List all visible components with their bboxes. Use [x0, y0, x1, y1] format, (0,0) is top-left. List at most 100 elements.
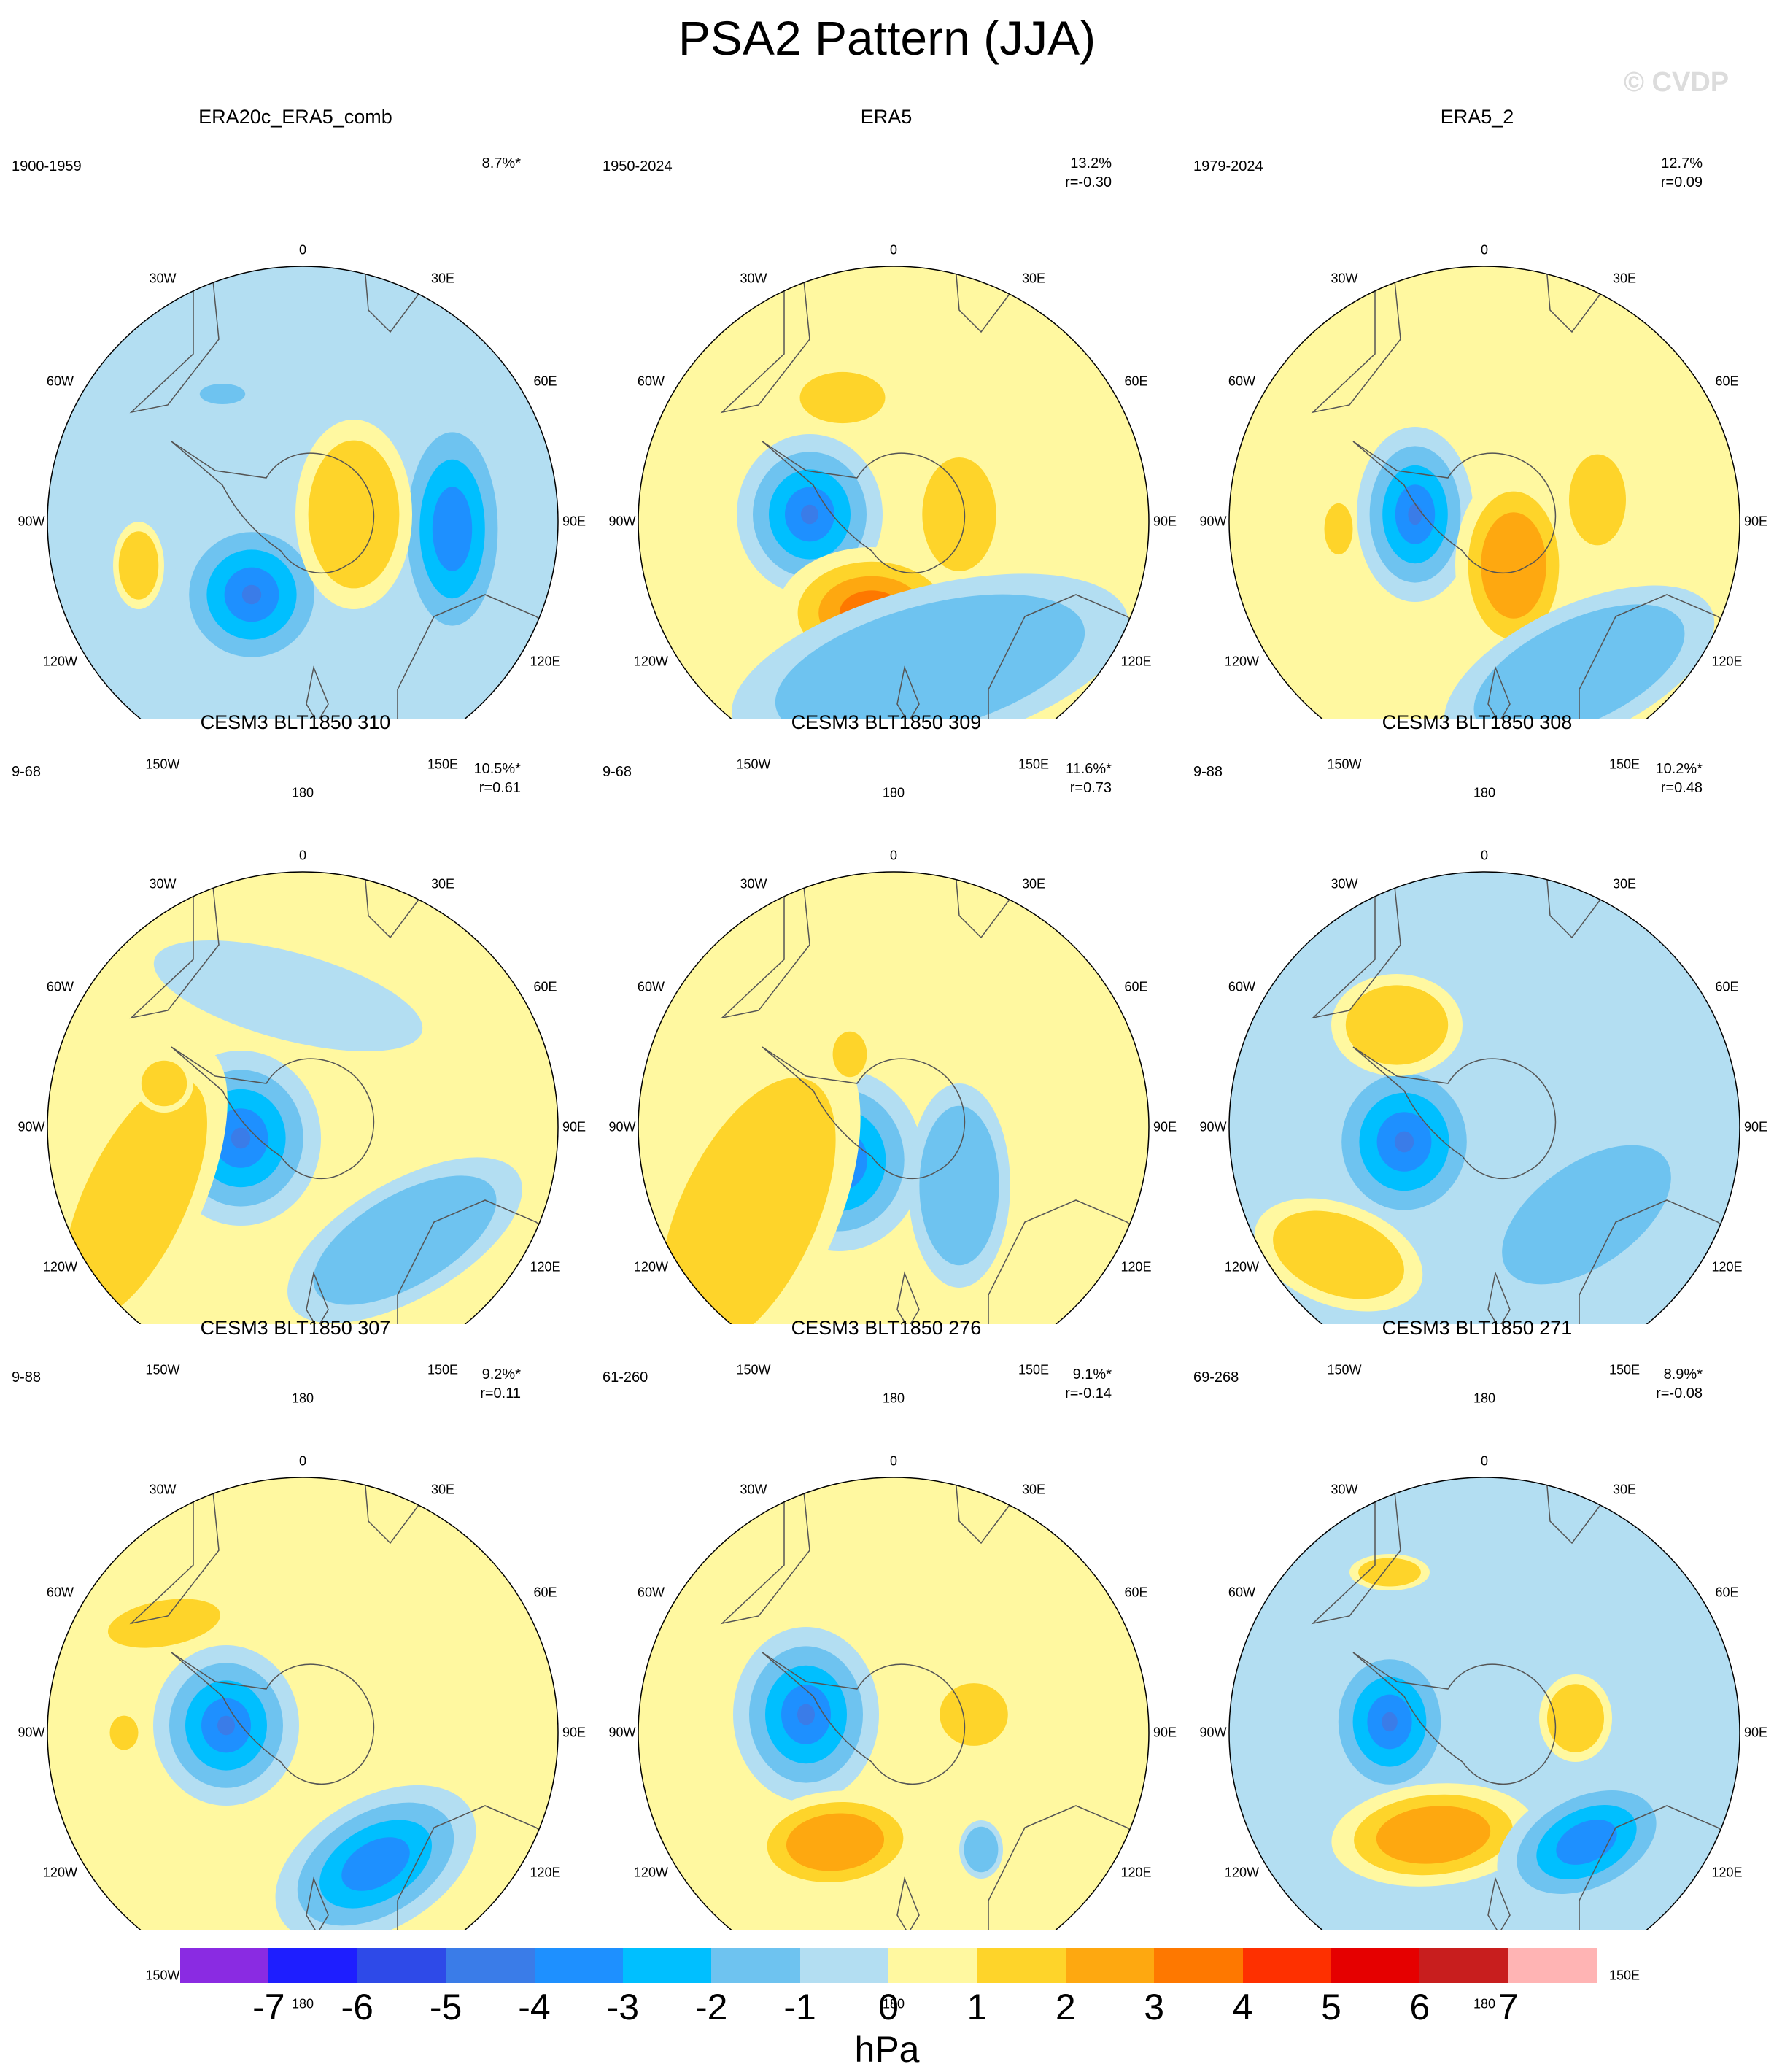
- new-zealand-coastline: [896, 1876, 920, 1930]
- map-panel: CESM3 BLT1850 307 9-88 9.2%* r=0.11 0 30E 60E 9…: [0, 1317, 591, 2011]
- panel-variance-pct: 9.1%*: [1072, 1366, 1112, 1383]
- colorbar-swatch: [622, 1948, 712, 1983]
- new-zealand-coastline: [306, 665, 329, 719]
- panel-variance-pct: 10.5%*: [473, 761, 522, 777]
- antarctica-coastline: [762, 441, 966, 574]
- longitude-label: 0: [298, 242, 307, 258]
- colorbar-swatch: [268, 1948, 357, 1983]
- south-america-coastline: [720, 1477, 810, 1625]
- longitude-label: 150W: [1327, 757, 1362, 772]
- longitude-label: 60E: [1124, 979, 1148, 994]
- longitude-label: 150E: [1608, 1362, 1641, 1377]
- longitude-label: 60E: [1124, 1585, 1148, 1600]
- negative-anomaly-contour: [801, 504, 818, 525]
- map-boundary: [638, 871, 1150, 1324]
- positive-anomaly-contour: [1547, 1684, 1604, 1752]
- map-boundary: [47, 871, 559, 1324]
- longitude-label: 180: [291, 1996, 314, 2011]
- panel-period: 9-68: [12, 764, 42, 780]
- panel-pattern-correlation: r=-0.14: [1065, 1385, 1112, 1402]
- longitude-label: 120E: [1711, 1259, 1743, 1275]
- longitude-label: 150W: [145, 1362, 180, 1377]
- negative-anomaly-contour: [1382, 1712, 1398, 1732]
- longitude-label: 180: [291, 785, 314, 800]
- positive-anomaly-contour: [308, 440, 400, 589]
- longitude-label: 90W: [1199, 1725, 1227, 1740]
- colorbar-tick-label: -6: [341, 1987, 373, 2027]
- longitude-label: 0: [889, 242, 898, 258]
- longitude-label: 120E: [1120, 654, 1152, 669]
- panel-title: CESM3 BLT1850 276: [791, 1317, 982, 1339]
- negative-anomaly-contour: [1502, 1145, 1671, 1285]
- panel-pattern-correlation: r=0.61: [479, 780, 521, 796]
- longitude-label: 60E: [1715, 374, 1739, 389]
- longitude-label: 90E: [562, 514, 586, 529]
- colorbar-swatch: [1330, 1948, 1420, 1983]
- panel-title: ERA5_2: [1440, 106, 1514, 128]
- map-panel: ERA20c_ERA5_comb 1900-1959 8.7%* 0 30E 60E 90E…: [0, 106, 591, 800]
- map-panel: CESM3 BLT1850 271 69-268 8.9%* r=-0.08 0 30E 6…: [1182, 1317, 1773, 2011]
- longitude-label: 60W: [46, 1585, 74, 1600]
- colorbar-units: hPa: [854, 2029, 920, 2070]
- longitude-label: 180: [1473, 1391, 1496, 1406]
- longitude-label: 30E: [1612, 271, 1637, 286]
- positive-anomaly-contour: [659, 1077, 836, 1324]
- map-panel: CESM3 BLT1850 276 61-260 9.1%* r=-0.14 0 30E 6…: [591, 1317, 1182, 2011]
- longitude-label: 60W: [1228, 979, 1255, 994]
- longitude-label: 0: [298, 848, 307, 863]
- longitude-label: 90E: [562, 1725, 586, 1740]
- longitude-label: 120W: [633, 1865, 668, 1880]
- panel-period: 1979-2024: [1193, 158, 1263, 174]
- longitude-label: 120E: [530, 1259, 561, 1275]
- negative-anomaly-contour: [341, 1837, 410, 1891]
- negative-anomaly-contour: [241, 584, 262, 605]
- antarctica-coastline: [1352, 1652, 1557, 1785]
- longitude-label: 60W: [1228, 374, 1255, 389]
- positive-anomaly-contour: [1273, 1210, 1404, 1299]
- longitude-label: 30E: [430, 876, 455, 892]
- colorbar-tick-label: -4: [518, 1987, 551, 2027]
- new-zealand-coastline: [896, 665, 920, 719]
- longitude-label: 30W: [740, 271, 767, 286]
- map-boundary: [47, 266, 559, 719]
- panel-pattern-correlation: r=-0.08: [1656, 1385, 1703, 1402]
- longitude-label: 180: [882, 1996, 905, 2011]
- negative-anomaly-contour: [964, 1826, 999, 1873]
- colorbar-swatch: [180, 1948, 269, 1983]
- colorbar-swatch: [357, 1948, 446, 1983]
- map-boundary: [1228, 871, 1740, 1324]
- longitude-label: 150E: [1608, 757, 1641, 772]
- longitude-label: 120W: [1224, 1259, 1259, 1275]
- longitude-label: 90W: [608, 1119, 636, 1134]
- longitude-label: 120W: [42, 1865, 77, 1880]
- negative-anomaly-contour: [1408, 503, 1422, 525]
- longitude-label: 90E: [1153, 1119, 1177, 1134]
- polar-map: [47, 871, 559, 1324]
- colorbar-swatch: [799, 1948, 888, 1983]
- panel-period: 9-88: [1193, 764, 1223, 780]
- new-zealand-coastline: [896, 1271, 920, 1324]
- longitude-label: 60E: [1124, 374, 1148, 389]
- figure-title: PSA2 Pattern (JJA): [678, 11, 1096, 65]
- longitude-label: 0: [1480, 242, 1489, 258]
- south-america-coastline: [720, 266, 810, 414]
- longitude-label: 120E: [1120, 1259, 1152, 1275]
- colorbar-tick-label: 6: [1409, 1987, 1430, 2027]
- negative-anomaly-contour: [1473, 604, 1685, 719]
- colorbar-tick-label: 3: [1144, 1987, 1165, 2027]
- negative-anomaly-contour: [231, 1127, 251, 1149]
- longitude-label: 150W: [145, 757, 180, 772]
- positive-anomaly-contour: [1376, 1806, 1491, 1864]
- positive-anomaly-contour: [63, 1079, 207, 1321]
- longitude-label: 60E: [1715, 1585, 1739, 1600]
- longitude-label: 30E: [1612, 876, 1637, 892]
- map-boundary: [638, 266, 1150, 719]
- south-america-coastline: [1311, 1477, 1401, 1625]
- longitude-label: 120E: [1120, 1865, 1152, 1880]
- antarctica-coastline: [762, 1652, 966, 1785]
- new-zealand-coastline: [306, 1271, 329, 1324]
- longitude-label: 90E: [1153, 1725, 1177, 1740]
- longitude-label: 90W: [608, 514, 636, 529]
- longitude-label: 150W: [736, 1362, 771, 1377]
- colorbar-swatch: [1419, 1948, 1508, 1983]
